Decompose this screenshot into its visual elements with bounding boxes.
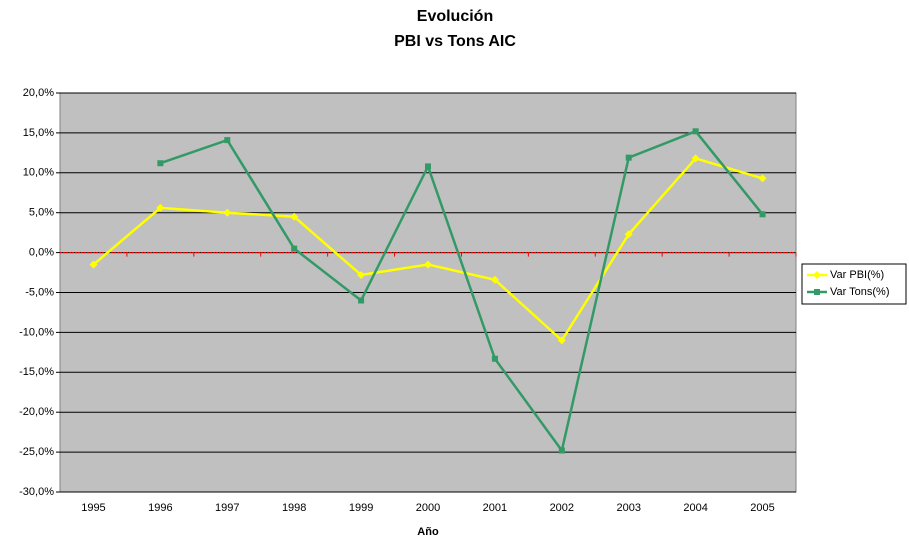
- x-tick-label: 2003: [616, 502, 640, 514]
- legend-marker: [813, 271, 821, 279]
- legend-label: Var PBI(%): [830, 269, 884, 281]
- x-tick-label: 1996: [148, 502, 172, 514]
- data-point: [691, 154, 700, 163]
- data-point: [358, 297, 365, 304]
- x-tick-label: 2002: [550, 502, 574, 514]
- y-tick-label: 5,0%: [29, 207, 54, 219]
- data-point: [224, 137, 231, 144]
- data-point: [424, 260, 432, 269]
- data-point: [156, 203, 165, 212]
- y-tick-label: -25,0%: [19, 446, 54, 458]
- y-tick-label: -20,0%: [19, 406, 54, 418]
- data-point: [291, 245, 298, 252]
- y-tick-label: 20,0%: [23, 87, 54, 99]
- y-tick-label: -10,0%: [19, 326, 54, 338]
- y-tick-label: -5,0%: [25, 286, 54, 298]
- x-axis-title: Año: [417, 526, 439, 538]
- data-point: [290, 212, 299, 221]
- x-tick-label: 2004: [683, 502, 707, 514]
- data-point: [758, 174, 767, 183]
- x-tick-label: 2000: [416, 502, 440, 514]
- x-tick-label: 2005: [750, 502, 774, 514]
- y-tick-label: -15,0%: [19, 366, 54, 378]
- x-tick-label: 2001: [483, 502, 507, 514]
- data-point: [558, 447, 565, 454]
- data-point: [759, 211, 766, 218]
- y-tick-label: -30,0%: [19, 486, 54, 498]
- chart-title: Evolución: [417, 8, 493, 25]
- data-point: [624, 230, 633, 239]
- x-tick-label: 1997: [215, 502, 239, 514]
- data-point: [692, 128, 699, 135]
- legend-marker: [814, 289, 820, 295]
- legend-label: Var Tons(%): [830, 286, 890, 298]
- x-tick-label: 1998: [282, 502, 306, 514]
- data-point: [557, 336, 566, 345]
- data-point: [357, 270, 366, 279]
- data-point: [89, 260, 98, 269]
- data-point: [425, 163, 431, 170]
- data-point: [157, 160, 164, 167]
- data-point: [490, 275, 499, 284]
- data-point: [223, 208, 232, 217]
- y-tick-label: 0,0%: [29, 247, 54, 259]
- y-tick-label: 10,0%: [23, 167, 54, 179]
- chart-subtitle: PBI vs Tons AIC: [394, 33, 516, 50]
- series-line: [159, 129, 764, 454]
- legend: [801, 263, 907, 305]
- x-tick-label: 1999: [349, 502, 373, 514]
- data-point: [491, 355, 498, 362]
- data-point: [625, 154, 632, 161]
- y-tick-label: 15,0%: [23, 127, 54, 139]
- x-tick-label: 1995: [81, 502, 105, 514]
